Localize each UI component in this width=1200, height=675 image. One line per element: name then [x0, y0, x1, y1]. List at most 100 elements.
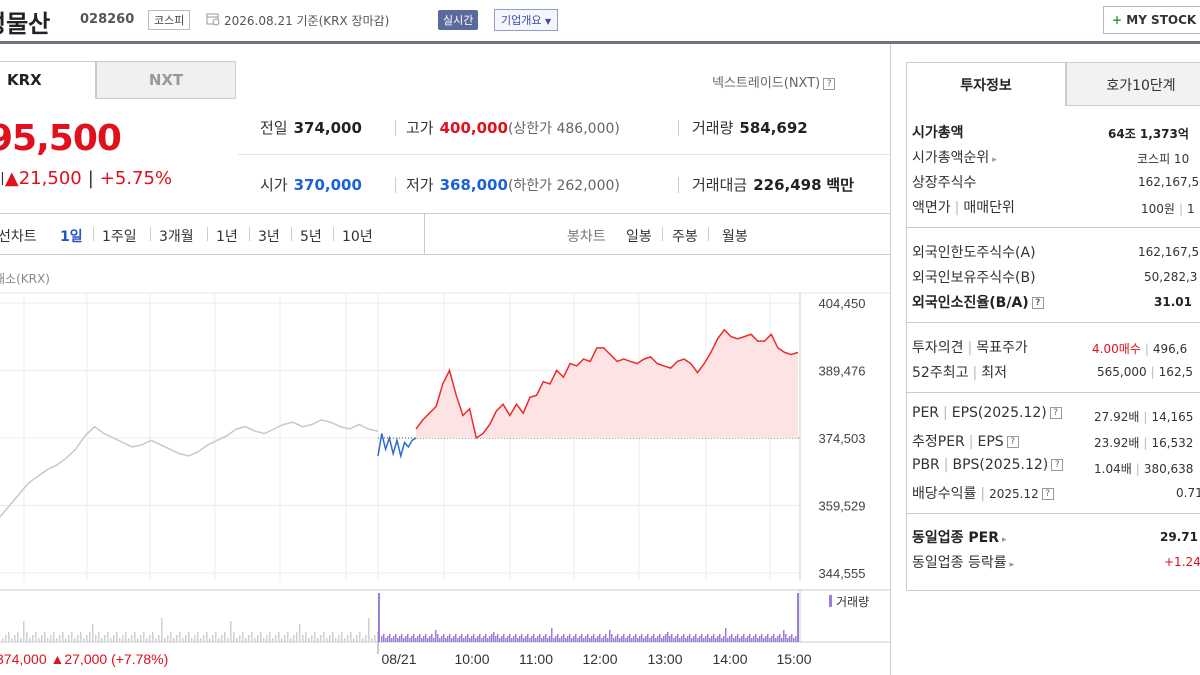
sector-per-link[interactable]: 동일업종 PER ▸	[912, 530, 1007, 546]
volume-bar-today	[769, 638, 771, 642]
volume-bar-today	[731, 634, 733, 642]
volume-bar-prev	[377, 632, 379, 642]
volume-bar-today	[647, 634, 649, 642]
volume-bar-today	[743, 634, 745, 642]
volume-bar-today	[511, 638, 513, 642]
volume-bar-prev	[224, 632, 226, 642]
volume-bar-today	[505, 638, 507, 642]
volume-bar-prev	[278, 632, 280, 642]
period-10y[interactable]: 10년	[342, 229, 373, 245]
volume-bar-prev	[203, 635, 205, 642]
sector-per-value: 29.71	[1160, 530, 1198, 544]
volume-bar-prev	[167, 635, 169, 642]
volume-bar-prev	[323, 632, 325, 642]
volume-bar-prev	[17, 632, 19, 642]
tab-krx[interactable]: KRX	[0, 61, 96, 99]
help-icon[interactable]: ?	[1051, 459, 1064, 471]
volume-bar-today	[581, 634, 583, 642]
volume-bar-today	[653, 634, 655, 642]
volume-bar-today	[755, 634, 757, 642]
foreign-hold-label: 외국인보유주식수(B)	[912, 270, 1036, 286]
volume-bar-today	[593, 634, 595, 642]
candle-weekly[interactable]: 주봉	[672, 229, 698, 245]
volume-bar-prev	[59, 635, 61, 642]
volume-bar-today	[691, 638, 693, 642]
volume-bar-prev	[95, 635, 97, 642]
volume-bar-today	[485, 634, 487, 642]
volume-bar-prev	[44, 632, 46, 642]
period-3y[interactable]: 3년	[258, 229, 280, 245]
nxt-trade-link[interactable]: 넥스트레이드(NXT)?	[712, 72, 836, 91]
volume-bar-prev	[299, 624, 301, 642]
volume-bar-prev	[194, 635, 196, 642]
volume-bar-today	[503, 634, 505, 642]
volume-bar-today	[713, 634, 715, 642]
volume-bar-today	[431, 634, 433, 642]
per-value: 27.92배 | 14,165	[1094, 410, 1194, 424]
period-1y[interactable]: 1년	[216, 229, 238, 245]
volume-bar-today	[629, 634, 631, 642]
volume-bar-today	[689, 634, 691, 642]
market-cap-rank-link[interactable]: 시가총액순위 ▸	[912, 150, 997, 166]
volume-bar-today	[413, 634, 415, 642]
company-info-button[interactable]: 기업개요 ▼	[494, 9, 559, 31]
par-value-label: 액면가 | 매매단위	[912, 200, 1015, 216]
volume-bar-prev	[200, 638, 202, 642]
tab-invest-info[interactable]: 투자정보	[906, 62, 1066, 106]
line-chart-label[interactable]: 선차트	[0, 229, 37, 245]
volume-bar-today	[617, 634, 619, 642]
volume-bar-today	[661, 638, 663, 642]
period-5y[interactable]: 5년	[300, 229, 322, 245]
volume-bar-today	[749, 634, 751, 642]
tab-orderbook[interactable]: 호가10단계	[1066, 62, 1200, 106]
y-tick-label: 344,555	[819, 566, 866, 581]
volume-bar-today	[435, 630, 437, 642]
volume-bar-prev	[125, 632, 127, 642]
realtime-badge[interactable]: 실시간	[438, 10, 479, 30]
volume-bar-prev	[287, 632, 289, 642]
volume-bar-prev	[47, 638, 49, 642]
volume-bar-prev	[344, 638, 346, 642]
volume-bar-prev	[341, 632, 343, 642]
volume-bar-prev	[302, 635, 304, 642]
period-1w[interactable]: 1주일	[102, 229, 137, 245]
volume-bar-prev	[119, 638, 121, 642]
volume-bar-prev	[35, 632, 37, 642]
help-icon[interactable]: ?	[1041, 488, 1054, 500]
help-icon[interactable]: ?	[1031, 297, 1044, 309]
help-icon[interactable]: ?	[1049, 407, 1062, 419]
pbr-label: PBR | BPS(2025.12)?	[912, 457, 1064, 473]
volume-bar-prev	[209, 638, 211, 642]
volume-bar-prev	[266, 635, 268, 642]
volume-bar-prev	[65, 638, 67, 642]
volume-bar-today	[471, 636, 473, 642]
volume-bar-today	[783, 630, 785, 642]
foreign-limit-value: 162,167,5	[1138, 245, 1200, 259]
volume-bar-today	[787, 638, 789, 642]
volume-bar-today	[541, 638, 543, 642]
candle-daily[interactable]: 일봉	[626, 229, 652, 245]
clock-icon	[206, 13, 220, 26]
volume-bar-today	[719, 634, 721, 642]
volume-bar-today	[453, 636, 455, 642]
volume-bar-today	[671, 634, 673, 642]
volume-bar-prev	[215, 632, 217, 642]
foreign-ratio-value: 31.01	[1154, 295, 1192, 309]
volume-bar-today	[767, 634, 769, 642]
volume-bar-today	[565, 638, 567, 642]
tab-nxt[interactable]: NXT	[96, 61, 236, 99]
period-1d[interactable]: 1일	[60, 229, 83, 245]
sector-change-link[interactable]: 동일업종 등락률 ▸	[912, 555, 1015, 571]
help-icon[interactable]: ?	[1006, 436, 1019, 448]
mystock-button[interactable]: + MY STOCK	[1103, 6, 1200, 34]
candle-monthly[interactable]: 월봉	[722, 229, 748, 245]
period-3m[interactable]: 3개월	[159, 229, 194, 245]
volume-bar-prev	[152, 632, 154, 642]
volume-bar-prev	[260, 632, 262, 642]
pbr-value: 1.04배 | 380,638	[1094, 462, 1194, 476]
help-icon[interactable]: ?	[823, 77, 836, 90]
market-cap-value: 64조 1,373억	[1108, 127, 1189, 141]
x-tick-label: 14:00	[712, 651, 747, 667]
volume-bar-today	[481, 638, 483, 642]
price-chart[interactable]: 404,450 389,476 374,503 359,529 344,555 거래량 08…	[0, 290, 890, 675]
